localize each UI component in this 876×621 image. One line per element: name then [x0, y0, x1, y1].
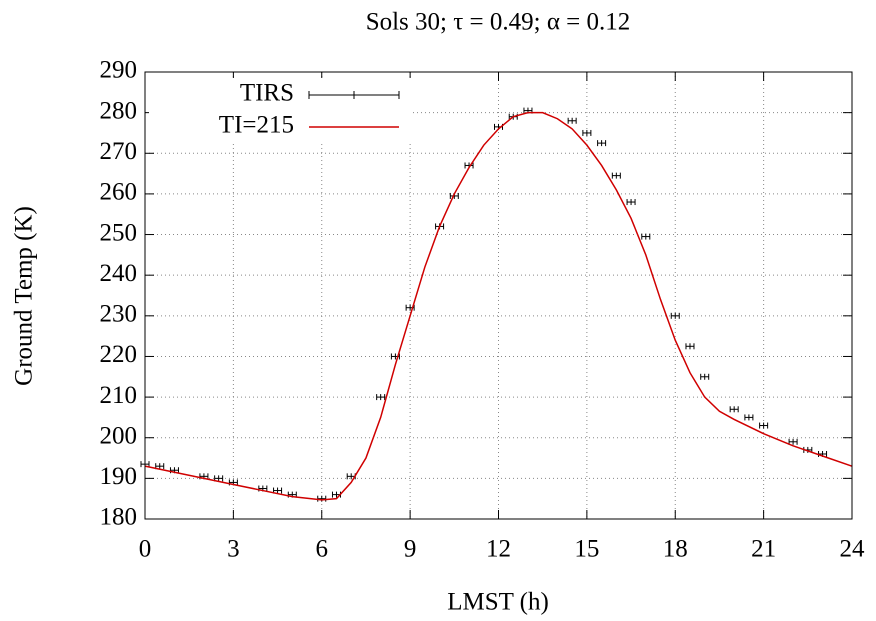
- y-tick-label: 210: [100, 382, 138, 409]
- y-tick-label: 270: [100, 138, 138, 165]
- data-point: [523, 107, 533, 114]
- legend-label: TIRS: [240, 80, 294, 107]
- x-tick-label: 24: [840, 536, 866, 563]
- chart-title: Sols 30; τ = 0.49; α = 0.12: [366, 9, 631, 36]
- x-tick-label: 6: [316, 536, 329, 563]
- data-point: [641, 233, 651, 240]
- y-tick-label: 220: [100, 341, 138, 368]
- x-tick-label: 18: [663, 536, 688, 563]
- data-point: [700, 373, 710, 380]
- y-tick-label: 190: [100, 463, 138, 490]
- y-tick-label: 240: [100, 260, 138, 287]
- data-point: [670, 312, 680, 319]
- y-tick-label: 290: [100, 57, 138, 84]
- x-tick-label: 15: [574, 536, 599, 563]
- y-tick-label: 250: [100, 219, 138, 246]
- plot-frame: [144, 71, 853, 520]
- y-axis-label: Ground Temp (K): [11, 206, 38, 386]
- x-tick-label: 9: [404, 536, 417, 563]
- x-tick-label: 0: [139, 536, 152, 563]
- x-axis-label: LMST (h): [447, 589, 549, 616]
- x-tick-label: 12: [486, 536, 511, 563]
- y-tick-label: 280: [100, 97, 138, 124]
- data-point: [567, 117, 577, 124]
- legend-label: TI=215: [219, 112, 294, 139]
- model-line: [144, 111, 853, 501]
- data-point: [155, 463, 165, 470]
- x-tick-label: 3: [227, 536, 240, 563]
- data-point: [685, 343, 695, 350]
- data-point: [317, 495, 327, 502]
- y-tick-label: 200: [100, 422, 138, 449]
- data-point: [626, 199, 636, 206]
- legend-background: [149, 78, 411, 144]
- y-tick-label: 260: [100, 179, 138, 206]
- data-point: [744, 414, 754, 421]
- data-point: [611, 172, 621, 179]
- x-tick-label: 21: [751, 536, 776, 563]
- data-point: [788, 438, 798, 445]
- y-tick-label: 180: [100, 504, 138, 531]
- data-point: [582, 129, 592, 136]
- data-point: [759, 422, 769, 429]
- y-tick-label: 230: [100, 301, 138, 328]
- data-point: [729, 406, 739, 413]
- data-point: [346, 473, 356, 480]
- data-point: [376, 394, 386, 401]
- data-point: [258, 485, 268, 492]
- data-point: [597, 140, 607, 147]
